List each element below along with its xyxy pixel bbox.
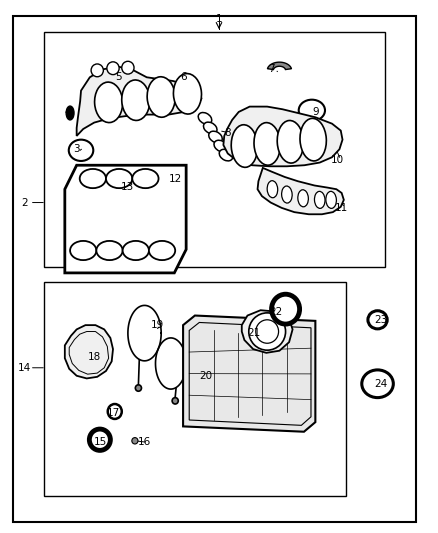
Ellipse shape xyxy=(135,385,141,391)
Text: 24: 24 xyxy=(374,379,388,389)
Ellipse shape xyxy=(108,404,122,419)
Ellipse shape xyxy=(267,181,278,198)
Text: 16: 16 xyxy=(138,438,151,447)
Ellipse shape xyxy=(122,61,134,74)
Ellipse shape xyxy=(298,190,308,207)
Ellipse shape xyxy=(277,120,304,163)
Polygon shape xyxy=(268,62,291,69)
Ellipse shape xyxy=(204,122,217,134)
Ellipse shape xyxy=(122,80,150,120)
Ellipse shape xyxy=(91,64,103,77)
Ellipse shape xyxy=(249,313,286,350)
Ellipse shape xyxy=(209,131,222,143)
Text: 18: 18 xyxy=(88,352,101,362)
Ellipse shape xyxy=(254,123,280,165)
Ellipse shape xyxy=(147,77,175,117)
Ellipse shape xyxy=(173,74,201,114)
Ellipse shape xyxy=(219,149,233,161)
Text: 14: 14 xyxy=(18,363,31,373)
Ellipse shape xyxy=(89,429,110,450)
Ellipse shape xyxy=(107,62,119,75)
FancyBboxPatch shape xyxy=(44,32,385,266)
Ellipse shape xyxy=(95,82,123,123)
Ellipse shape xyxy=(326,191,336,208)
Polygon shape xyxy=(258,168,344,214)
Ellipse shape xyxy=(214,140,227,152)
Text: 2: 2 xyxy=(21,198,28,207)
Ellipse shape xyxy=(149,241,175,260)
Ellipse shape xyxy=(314,191,325,208)
Ellipse shape xyxy=(368,311,387,329)
Text: 22: 22 xyxy=(269,307,283,317)
Text: 4: 4 xyxy=(64,107,71,117)
Text: 8: 8 xyxy=(224,128,231,138)
Ellipse shape xyxy=(256,320,279,343)
Text: 17: 17 xyxy=(107,408,120,418)
Text: 6: 6 xyxy=(180,72,187,82)
FancyBboxPatch shape xyxy=(44,282,346,496)
Ellipse shape xyxy=(231,125,258,167)
Ellipse shape xyxy=(299,100,325,121)
Text: 20: 20 xyxy=(199,371,212,381)
Ellipse shape xyxy=(272,294,300,324)
Text: 3: 3 xyxy=(73,144,80,154)
Polygon shape xyxy=(65,165,186,273)
Polygon shape xyxy=(223,107,343,166)
Text: 5: 5 xyxy=(115,72,122,82)
Text: 9: 9 xyxy=(312,107,319,117)
Text: 1: 1 xyxy=(215,14,223,23)
Text: 7: 7 xyxy=(268,64,275,74)
Text: 23: 23 xyxy=(374,315,388,325)
Ellipse shape xyxy=(132,169,159,188)
Ellipse shape xyxy=(300,118,326,161)
Ellipse shape xyxy=(106,169,132,188)
Ellipse shape xyxy=(198,112,212,124)
Text: 21: 21 xyxy=(247,328,261,338)
Text: 19: 19 xyxy=(151,320,164,330)
Ellipse shape xyxy=(132,438,138,444)
FancyBboxPatch shape xyxy=(13,16,416,522)
Ellipse shape xyxy=(96,241,123,260)
Text: 15: 15 xyxy=(94,438,107,447)
Text: 10: 10 xyxy=(331,155,344,165)
Polygon shape xyxy=(183,316,315,432)
Text: 12: 12 xyxy=(169,174,182,183)
Ellipse shape xyxy=(123,241,149,260)
Polygon shape xyxy=(65,325,113,378)
Text: 11: 11 xyxy=(335,203,348,213)
Ellipse shape xyxy=(282,186,292,203)
Ellipse shape xyxy=(70,241,96,260)
Text: 13: 13 xyxy=(120,182,134,191)
Ellipse shape xyxy=(362,370,393,398)
Polygon shape xyxy=(77,67,201,136)
Polygon shape xyxy=(242,310,293,353)
Ellipse shape xyxy=(80,169,106,188)
Ellipse shape xyxy=(172,398,178,404)
Ellipse shape xyxy=(66,106,74,120)
